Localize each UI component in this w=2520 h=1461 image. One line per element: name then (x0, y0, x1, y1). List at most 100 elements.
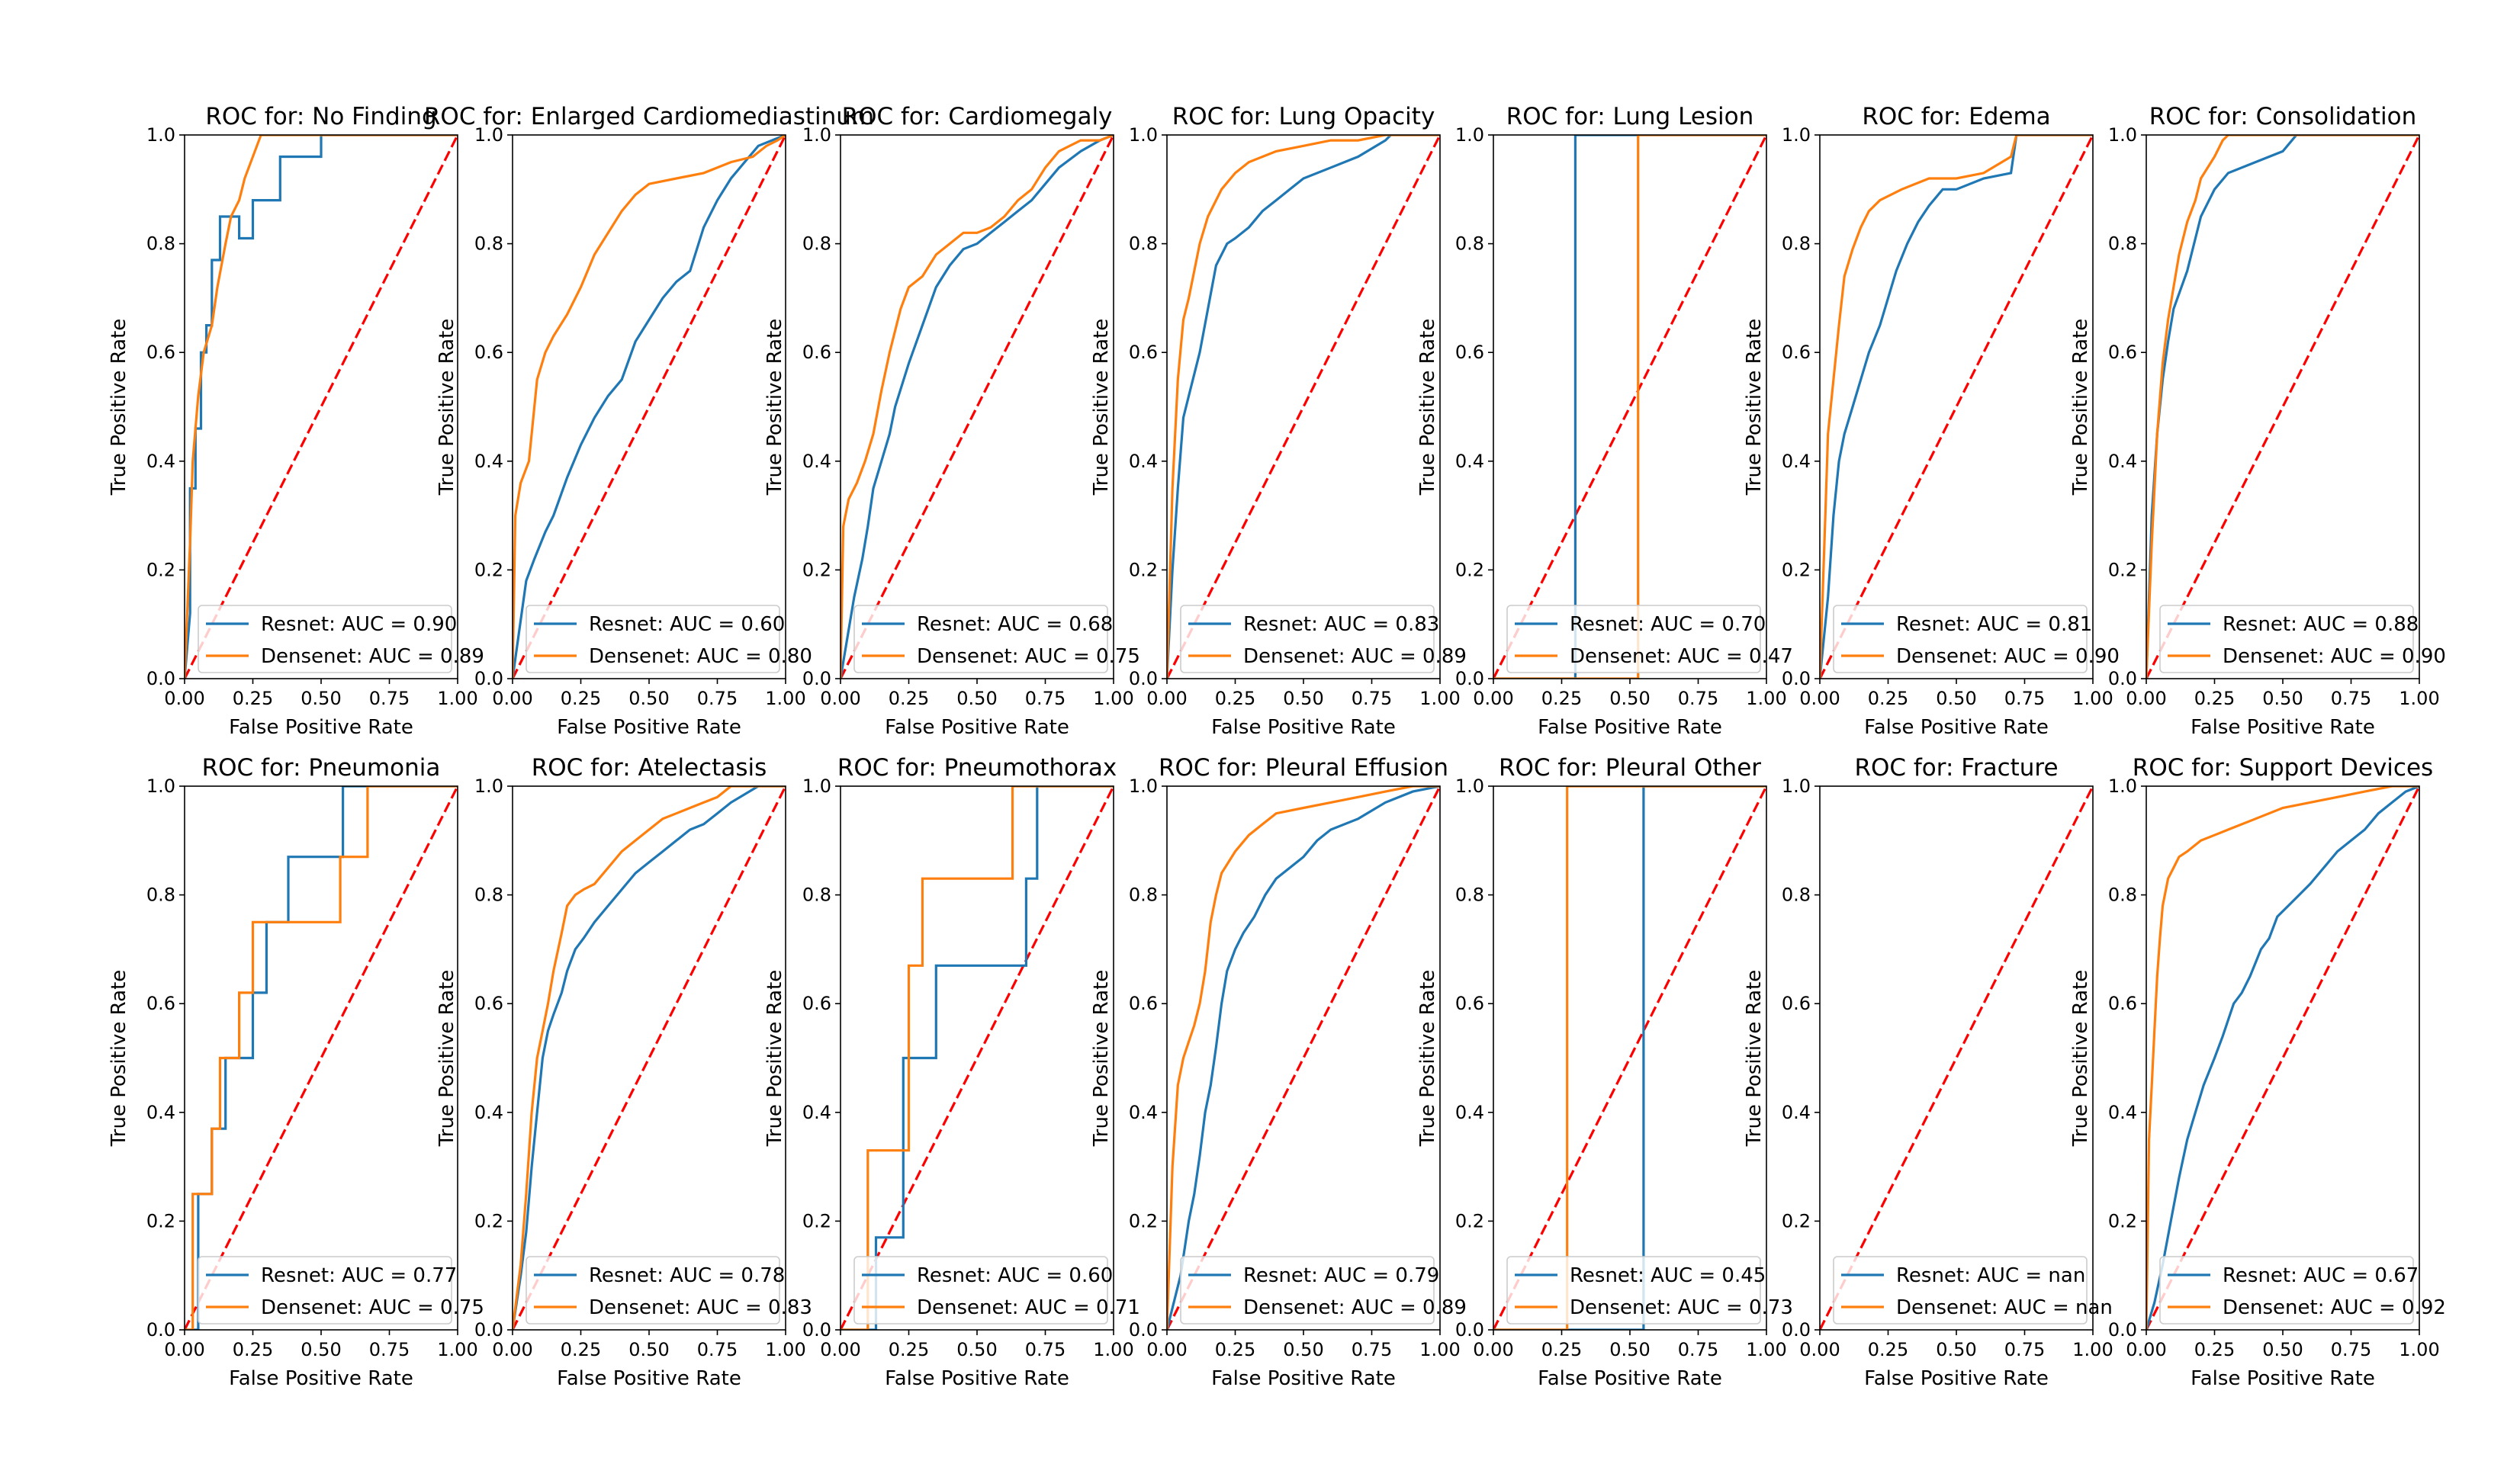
y-tick-label: 0.0 (1129, 1319, 1158, 1341)
legend-label-densenet: Densenet: AUC = 0.89 (1243, 1296, 1467, 1319)
x-tick-label: 1.00 (2399, 688, 2439, 709)
chance-diagonal (841, 135, 1114, 679)
y-tick-label: 1.0 (1129, 775, 1158, 797)
chance-diagonal (1493, 135, 1766, 679)
roc-subplot: 0.00 0.25 0.50 0.75 1.000.00.20.40.60.81.0Fa… (2069, 754, 2446, 1390)
x-tick-label: 0.25 (1541, 1339, 1582, 1360)
legend-label-densenet: Densenet: AUC = 0.89 (261, 645, 484, 668)
legend-box (198, 605, 452, 673)
roc-subplot: 0.00 0.25 0.50 0.75 1.000.00.20.40.60.81.0Fa… (763, 103, 1140, 739)
plot-area (1167, 135, 1440, 679)
resnet-roc-line (2146, 786, 2419, 1330)
y-tick-label: 0.0 (474, 1319, 503, 1341)
densenet-roc-line (841, 786, 1114, 1330)
y-axis-label: True Positive Rate (1090, 319, 1113, 496)
x-tick-label: 1.00 (437, 1339, 477, 1360)
plot-area (1493, 135, 1766, 679)
y-tick-label: 0.6 (474, 993, 503, 1014)
legend-label-densenet: Densenet: AUC = 0.90 (2223, 645, 2446, 668)
y-tick-label: 0.6 (146, 342, 175, 363)
legend-label-resnet: Resnet: AUC = 0.79 (1243, 1264, 1439, 1287)
legend: Resnet: AUC = 0.79 Densenet: AUC = 0.89 (1180, 1256, 1467, 1325)
subplot-title: ROC for: Fracture (1854, 754, 2058, 782)
x-tick-label: 0.50 (956, 688, 997, 709)
y-tick-label: 0.6 (1129, 993, 1158, 1014)
y-tick-label: 0.6 (1129, 342, 1158, 363)
legend-box (1833, 605, 2088, 673)
legend-box (2159, 605, 2414, 673)
legend-label-resnet: Resnet: AUC = 0.90 (261, 613, 457, 636)
legend-label-resnet: Resnet: AUC = 0.83 (1243, 613, 1439, 636)
y-tick-label: 0.4 (1782, 1102, 1811, 1123)
x-tick-label: 0.50 (301, 688, 341, 709)
x-tick-label: 0.50 (2262, 688, 2303, 709)
y-tick-label: 0.0 (1455, 668, 1484, 689)
x-axis-label: False Positive Rate (2191, 1367, 2375, 1390)
legend-label-densenet: Densenet: AUC = 0.75 (917, 645, 1140, 668)
x-tick-label: 1.00 (1093, 688, 1133, 709)
y-axis-label: True Positive Rate (1416, 970, 1439, 1148)
y-tick-label: 0.8 (1782, 233, 1811, 255)
subplot-title: ROC for: Atelectasis (532, 754, 767, 782)
legend: Resnet: AUC = 0.83 Densenet: AUC = 0.89 (1180, 605, 1467, 673)
y-tick-label: 0.6 (802, 993, 831, 1014)
y-tick-label: 0.0 (2108, 668, 2137, 689)
y-tick-label: 0.6 (146, 993, 175, 1014)
y-tick-label: 0.0 (802, 1319, 831, 1341)
x-tick-label: 0.25 (561, 688, 601, 709)
x-tick-label: 0.50 (628, 1339, 669, 1360)
axes-frame (1819, 134, 2094, 679)
x-tick-label: 0.75 (369, 1339, 410, 1360)
y-axis-label: True Positive Rate (2069, 319, 2092, 496)
subplot-title: ROC for: Pleural Other (1499, 754, 1761, 782)
legend: Resnet: AUC = 0.60 Densenet: AUC = 0.80 (526, 605, 812, 673)
x-tick-label: 0.00 (1146, 688, 1187, 709)
legend-box (1180, 1256, 1435, 1325)
legend-label-resnet: Resnet: AUC = 0.77 (261, 1264, 457, 1287)
x-tick-label: 0.25 (1215, 688, 1255, 709)
legend-box (2159, 1256, 2414, 1325)
y-tick-label: 0.0 (146, 668, 175, 689)
y-tick-label: 0.4 (2108, 451, 2137, 472)
y-tick-label: 0.8 (146, 885, 175, 906)
roc-subplot: 0.00 0.25 0.50 0.75 1.000.00.20.40.60.81.0Fa… (424, 103, 874, 739)
x-tick-label: 0.00 (2126, 688, 2166, 709)
x-tick-label: 0.25 (1868, 688, 1908, 709)
y-tick-label: 1.0 (1782, 775, 1811, 797)
y-tick-label: 0.2 (802, 1210, 831, 1231)
resnet-roc-line (513, 786, 786, 1330)
y-tick-label: 1.0 (2108, 775, 2137, 797)
legend-label-resnet: Resnet: AUC = nan (1896, 1264, 2085, 1287)
y-axis-label: True Positive Rate (108, 970, 130, 1148)
subplot-title: ROC for: Support Devices (2133, 754, 2433, 782)
legend-box (1506, 605, 1761, 673)
subplot-title: ROC for: Cardiomegaly (842, 103, 1113, 130)
x-axis-label: False Positive Rate (1211, 716, 1396, 739)
y-tick-label: 1.0 (1455, 775, 1484, 797)
y-tick-label: 0.4 (146, 451, 175, 472)
x-tick-label: 0.00 (164, 1339, 204, 1360)
x-tick-label: 0.25 (1541, 688, 1582, 709)
legend-box (526, 1256, 780, 1325)
densenet-roc-line (513, 786, 786, 1330)
subplot-title: ROC for: Pneumothorax (837, 754, 1117, 782)
x-axis-label: False Positive Rate (1538, 716, 1722, 739)
x-axis-label: False Positive Rate (885, 716, 1069, 739)
x-tick-label: 1.00 (1419, 688, 1460, 709)
y-tick-label: 0.2 (1455, 1210, 1484, 1231)
y-tick-label: 0.2 (1782, 559, 1811, 580)
x-tick-label: 0.75 (2331, 688, 2371, 709)
legend-label-densenet: Densenet: AUC = 0.83 (589, 1296, 812, 1319)
y-tick-label: 1.0 (474, 775, 503, 797)
axes-frame (840, 785, 1114, 1331)
densenet-roc-line (185, 135, 458, 679)
roc-subplot: 0.00 0.25 0.50 0.75 1.000.00.20.40.60.81.0Fa… (1743, 754, 2113, 1390)
x-tick-label: 0.00 (164, 688, 204, 709)
chance-diagonal (2146, 786, 2419, 1330)
x-tick-label: 0.00 (2126, 1339, 2166, 1360)
y-tick-label: 0.0 (1782, 668, 1811, 689)
densenet-roc-line (1167, 135, 1440, 679)
chance-diagonal (513, 135, 786, 679)
roc-subplot: 0.00 0.25 0.50 0.75 1.000.00.20.40.60.81.0Fa… (1416, 103, 1793, 739)
legend-label-densenet: Densenet: AUC = 0.75 (261, 1296, 484, 1319)
